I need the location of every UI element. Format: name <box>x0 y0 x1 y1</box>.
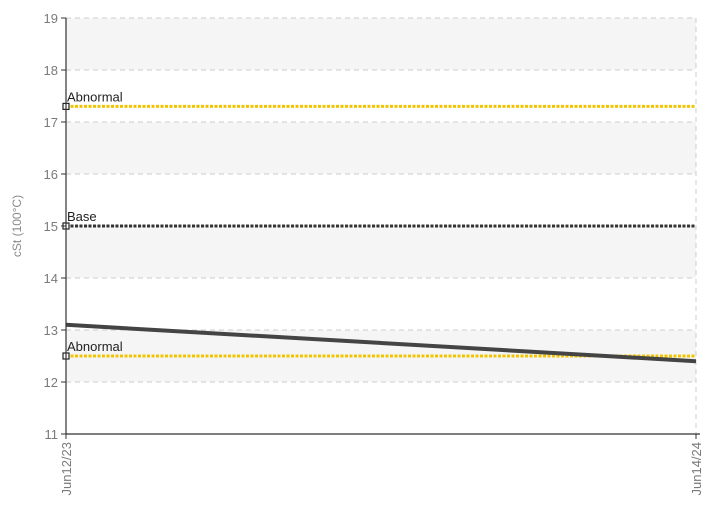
y-tick-label: 19 <box>44 11 58 26</box>
x-tick-label: Jun12/23 <box>59 442 74 496</box>
x-tick-labels: Jun12/23 Jun14/24 <box>59 442 704 496</box>
reference-label: Abnormal <box>67 339 123 354</box>
y-tick-label: 17 <box>44 115 58 130</box>
y-tick-label: 13 <box>44 323 58 338</box>
y-tick-label: 12 <box>44 375 58 390</box>
y-tick-label: 15 <box>44 219 58 234</box>
series-lines <box>65 322 697 364</box>
plot-band <box>66 122 696 174</box>
y-axis-label: cSt (100°C) <box>10 195 24 257</box>
plot-bands <box>66 18 696 382</box>
plot-band <box>66 18 696 70</box>
reference-label: Abnormal <box>67 89 123 104</box>
y-tick-label: 16 <box>44 167 58 182</box>
y-tick-label: 14 <box>44 271 58 286</box>
x-tick-label: Jun14/24 <box>689 442 704 496</box>
plot-band <box>66 226 696 278</box>
reference-label: Base <box>67 209 97 224</box>
reference-lines: Abnormal Base Abnormal <box>62 89 696 360</box>
series-line <box>65 322 697 364</box>
y-tick-label: 18 <box>44 63 58 78</box>
axes <box>61 17 700 439</box>
y-tick-labels: 11 12 13 14 15 16 17 18 19 <box>44 11 58 442</box>
y-tick-label: 11 <box>45 427 59 442</box>
